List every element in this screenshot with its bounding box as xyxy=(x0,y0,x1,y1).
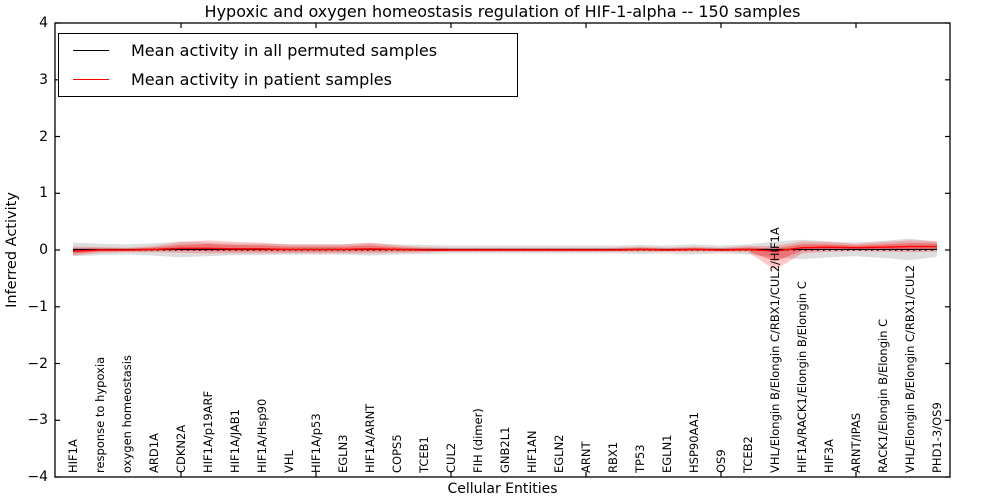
x-tick-label: FIH (dimer) xyxy=(471,408,485,473)
x-tick-label: HIF3A xyxy=(822,439,836,473)
legend-item-permuted: Mean activity in all permuted samples xyxy=(59,37,517,65)
y-tick-label: −3 xyxy=(27,412,48,429)
legend: Mean activity in all permuted samples Me… xyxy=(58,33,518,97)
x-tick-label: OS9 xyxy=(714,449,728,473)
x-tick-label: EGLN1 xyxy=(660,434,674,473)
x-tick-label: HIF1AN xyxy=(525,430,539,473)
legend-line-sample-black xyxy=(73,50,109,51)
patient-inner-band xyxy=(73,243,937,262)
x-tick-label: VHL xyxy=(282,450,296,473)
x-tick-label: HIF1A/ARNT xyxy=(363,403,377,473)
y-tick-label: −4 xyxy=(27,469,48,485)
legend-line-sample-red xyxy=(73,79,109,80)
y-tick-label: 1 xyxy=(39,185,48,202)
x-tick-label: TCEB2 xyxy=(741,436,755,473)
x-tick-label: TP53 xyxy=(633,444,647,473)
x-tick-label: ARNT xyxy=(579,441,593,474)
x-tick-label: HIF1A/JAB1 xyxy=(228,409,242,473)
x-tick-label: ARNT/IPAS xyxy=(849,412,863,473)
y-tick-label: 4 xyxy=(39,15,48,31)
x-tick-label: HIF1A xyxy=(66,439,80,473)
y-tick-label: 2 xyxy=(39,128,48,145)
y-tick-label: −2 xyxy=(27,355,48,372)
x-tick-label: ARD1A xyxy=(147,433,161,473)
x-tick-label: TCEB1 xyxy=(417,436,431,473)
x-tick-label: response to hypoxia xyxy=(93,356,107,473)
y-tick-label: 3 xyxy=(39,71,48,88)
x-tick-label: HIF1A/RACK1/Elongin B/Elongin C xyxy=(795,281,809,473)
legend-label: Mean activity in all permuted samples xyxy=(131,41,438,60)
x-tick-label: HSP90AA1 xyxy=(687,412,701,473)
x-tick-label: oxygen homeostasis xyxy=(120,355,134,473)
x-tick-label: GNB2L1 xyxy=(498,426,512,473)
x-tick-label: HIF1A/p19ARF xyxy=(201,390,215,473)
y-tick-label: −1 xyxy=(27,298,48,315)
x-tick-label: EGLN2 xyxy=(552,434,566,473)
x-tick-label: HIF1A/p53 xyxy=(309,413,323,473)
x-tick-label: EGLN3 xyxy=(336,434,350,473)
x-tick-label: CDKN2A xyxy=(174,424,188,473)
patient-mean-line xyxy=(72,245,937,252)
legend-label: Mean activity in patient samples xyxy=(131,70,392,89)
x-tick-label: COPS5 xyxy=(390,434,404,473)
x-tick-label: RACK1/Elongin B/Elongin C xyxy=(876,318,890,473)
x-tick-label: VHL/Elongin B/Elongin C/RBX1/CUL2/HIF1A xyxy=(768,227,782,473)
x-tick-label: VHL/Elongin B/Elongin C/RBX1/CUL2 xyxy=(903,264,917,473)
x-tick-label: RBX1 xyxy=(606,441,620,473)
y-tick-label: 0 xyxy=(39,242,48,258)
x-axis-label: Cellular Entities xyxy=(447,481,558,497)
x-tick-label: HIF1A/Hsp90 xyxy=(255,398,269,473)
x-tick-label: PHD1-3/OS9 xyxy=(930,402,944,473)
chart-title: Hypoxic and oxygen homeostasis regulatio… xyxy=(204,2,801,21)
x-tick-label: CUL2 xyxy=(444,442,458,473)
legend-item-patient: Mean activity in patient samples xyxy=(59,66,517,94)
patient-std-band xyxy=(73,240,937,270)
